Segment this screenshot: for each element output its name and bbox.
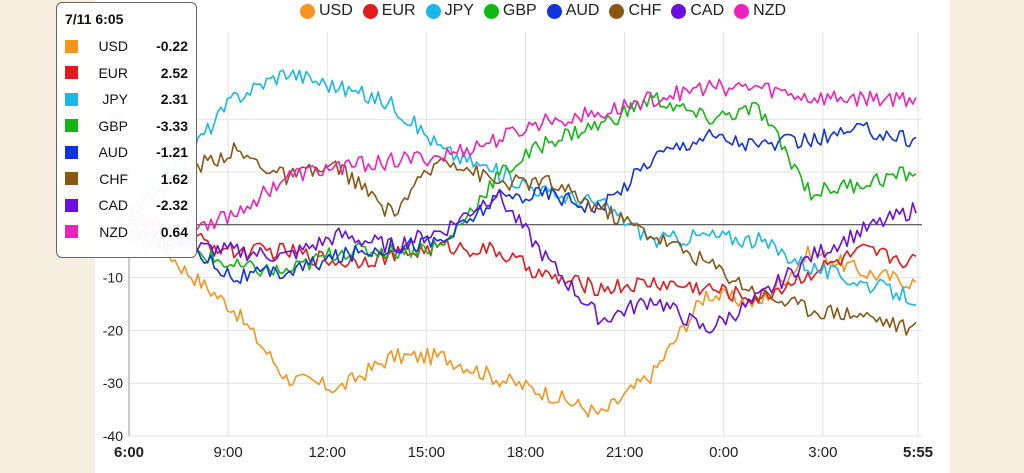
tooltip-row-usd: USD -0.22 [65, 33, 188, 60]
y-tick-label: -20 [103, 322, 123, 338]
legend-label: AUD [565, 2, 600, 19]
legend-item-eur[interactable]: EUR [362, 2, 416, 20]
tooltip-time: 7/11 6:05 [65, 11, 124, 27]
series-line-chf [128, 142, 917, 336]
legend-dot-icon [300, 3, 315, 19]
series-line-jpy [128, 69, 917, 307]
tooltip-currency: USD [98, 38, 128, 55]
x-tick-label: 18:00 [507, 444, 545, 461]
tooltip-currency: CHF [99, 170, 128, 187]
tooltip-rows: USD -0.22 EUR 2.52 JPY 2.31 GBP -3.33 AUD -1.21 CH… [65, 33, 188, 245]
x-tick-label: 21:00 [606, 444, 644, 461]
legend-dot-icon [546, 3, 562, 19]
series-line-aud [128, 121, 917, 285]
series-line-gbp [128, 92, 917, 277]
tooltip-row-cad: CAD -2.32 [65, 192, 188, 219]
tooltip-value: 0.64 [160, 223, 188, 240]
tooltip-row-aud: AUD -1.21 [65, 139, 188, 166]
tooltip-panel: 7/11 6:05 USD -0.22 EUR 2.52 JPY 2.31 GBP -3.33… [56, 2, 197, 258]
legend-dot-icon [362, 3, 378, 19]
legend-label: CAD [690, 2, 725, 19]
legend-label: EUR [381, 2, 416, 19]
legend-item-jpy[interactable]: JPY [425, 2, 474, 20]
tooltip-swatch-icon [65, 92, 78, 106]
tooltip-swatch-icon [65, 172, 78, 186]
series-line-usd [128, 201, 917, 418]
tooltip-row-jpy: JPY 2.31 [65, 86, 188, 113]
x-tick-label: 6:00 [114, 444, 144, 461]
tooltip-swatch-icon [65, 225, 78, 239]
tooltip-swatch-icon [65, 145, 78, 159]
tooltip-value: 2.52 [160, 64, 188, 81]
x-tick-label: 12:00 [308, 444, 346, 461]
series-line-eur [128, 212, 917, 305]
chart-legend: USD EUR JPY GBP AUD CHF CAD NZD [300, 2, 786, 20]
series-line-cad [128, 188, 917, 334]
legend-item-cad[interactable]: CAD [671, 2, 724, 20]
line-chart: -40-30-20-10010206:009:0012:0015:0018:00… [103, 32, 933, 461]
x-tick-label: 3:00 [808, 444, 837, 461]
legend-label: CHF [628, 2, 662, 19]
tooltip-swatch-icon [65, 39, 78, 53]
tooltip-currency: NZD [99, 223, 128, 240]
legend-item-aud[interactable]: AUD [546, 2, 600, 20]
legend-label: GBP [502, 2, 537, 19]
chart-area: -40-30-20-10010206:009:0012:0015:0018:00… [95, 0, 950, 473]
x-tick-label: 5:55 [903, 444, 933, 461]
legend-label: USD [319, 2, 353, 19]
tooltip-value: -0.22 [156, 38, 188, 55]
x-tick-label: 0:00 [709, 444, 738, 461]
tooltip-value: -1.21 [156, 144, 188, 161]
legend-item-nzd[interactable]: NZD [734, 2, 786, 20]
tooltip-value: -3.33 [156, 117, 188, 134]
legend-item-chf[interactable]: CHF [609, 2, 661, 20]
tooltip-currency: JPY [102, 91, 128, 108]
tooltip-currency: CAD [98, 197, 128, 214]
legend-dot-icon [734, 3, 750, 19]
tooltip-row-chf: CHF 1.62 [65, 166, 188, 193]
legend-dot-icon [483, 3, 499, 19]
tooltip-row-gbp: GBP -3.33 [65, 113, 188, 140]
tooltip-currency: GBP [98, 117, 128, 134]
tooltip-value: -2.32 [156, 197, 188, 214]
y-tick-label: -40 [103, 428, 123, 444]
legend-item-usd[interactable]: USD [300, 2, 353, 20]
legend-dot-icon [609, 3, 625, 19]
tooltip-value: 2.31 [160, 91, 188, 108]
x-tick-label: 15:00 [408, 444, 446, 461]
tooltip-row-eur: EUR 2.52 [65, 60, 188, 87]
legend-dot-icon [671, 3, 687, 19]
tooltip-swatch-icon [65, 198, 78, 212]
tooltip-swatch-icon [65, 119, 78, 133]
legend-dot-icon [425, 3, 441, 19]
series-line-nzd [128, 78, 917, 237]
tooltip-value: 1.62 [160, 170, 188, 187]
legend-label: NZD [753, 2, 787, 19]
tooltip-row-nzd: NZD 0.64 [65, 219, 188, 246]
tooltip-swatch-icon [65, 66, 78, 80]
tooltip-currency: EUR [98, 64, 128, 81]
y-tick-label: -30 [103, 375, 123, 391]
x-tick-label: 9:00 [214, 444, 243, 461]
tooltip-currency: AUD [98, 144, 128, 161]
legend-label: JPY [444, 2, 474, 19]
legend-item-gbp[interactable]: GBP [483, 2, 537, 20]
y-tick-label: -10 [103, 270, 123, 286]
